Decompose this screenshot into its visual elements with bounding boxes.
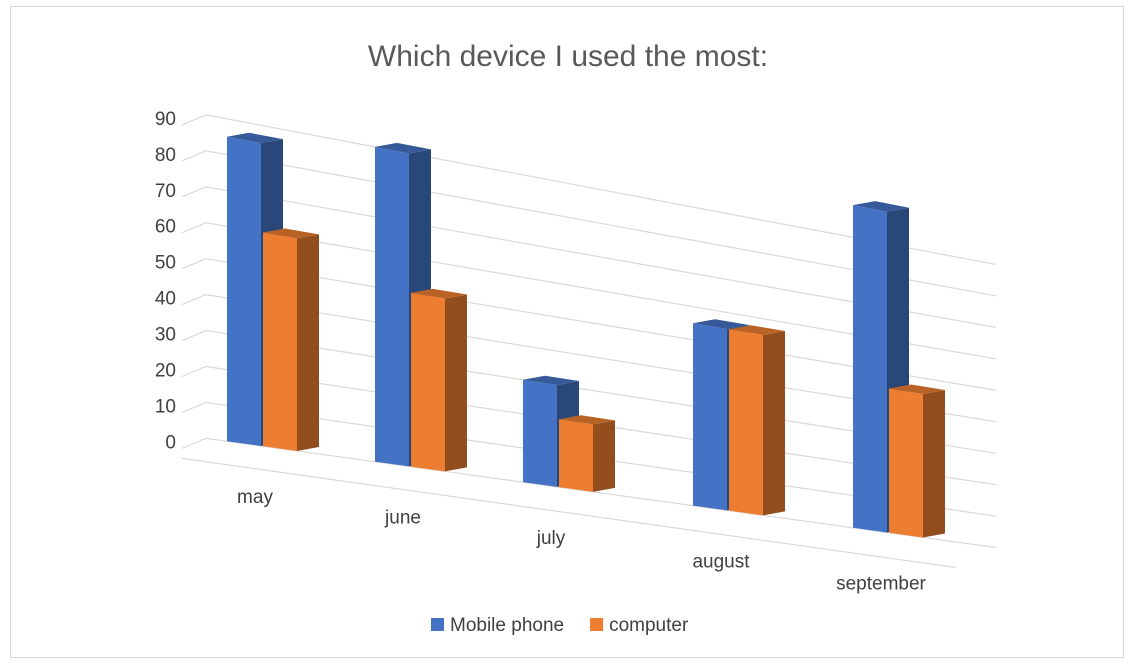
gridline-stub [181, 437, 207, 449]
legend: Mobile phone computer [431, 615, 689, 636]
bars [227, 132, 945, 538]
y-tick-label: 60 [155, 217, 176, 238]
bar-august-computer [729, 325, 785, 516]
gridline-stub [181, 258, 207, 270]
x-category-label: july [536, 528, 566, 549]
legend-label: Mobile phone [450, 615, 564, 636]
gridline-stub [181, 365, 207, 378]
chart-title: Which device I used the most: [368, 40, 768, 73]
legend-item-1: computer [590, 615, 689, 636]
x-category-label: may [237, 487, 273, 508]
y-tick-label: 90 [155, 109, 176, 130]
gridline [205, 437, 997, 549]
chart-canvas: Which device I used the most: 0 10 20 30 40 5… [155, 40, 997, 636]
y-tick-label: 30 [155, 325, 176, 346]
y-tick-label: 70 [155, 181, 176, 202]
y-tick-label: 10 [155, 396, 176, 417]
bar-june-computer [411, 288, 467, 472]
legend-item-0: Mobile phone [431, 615, 564, 636]
y-tick-label: 0 [165, 432, 176, 453]
gridline-stub [181, 114, 207, 126]
gridline-stub [181, 222, 207, 234]
y-tick-label: 80 [155, 145, 176, 166]
legend-swatch [590, 618, 604, 631]
gridline-stub [181, 329, 207, 342]
gridline-stub [181, 186, 207, 198]
y-tick-label: 40 [155, 289, 176, 310]
gridline-stub [181, 401, 207, 413]
x-category-label: august [692, 552, 750, 573]
x-axis-labels: may june july august september [237, 487, 927, 594]
x-category-label: september [836, 574, 926, 595]
floor-edge [181, 457, 957, 569]
y-tick-label: 20 [155, 360, 176, 381]
bar-july-computer [559, 415, 615, 492]
bar-may-computer [263, 228, 319, 451]
legend-swatch [431, 618, 444, 631]
legend-label: computer [609, 615, 689, 636]
y-tick-label: 50 [155, 253, 176, 274]
chart-frame: Which device I used the most: 0 10 20 30 40 5… [10, 6, 1124, 658]
gridline-stub [181, 150, 207, 162]
y-axis-ticks: 0 10 20 30 40 50 60 70 80 90 [155, 109, 176, 453]
x-category-label: june [384, 508, 421, 529]
bar-september-computer [889, 384, 945, 538]
gridline-stub [181, 294, 207, 306]
